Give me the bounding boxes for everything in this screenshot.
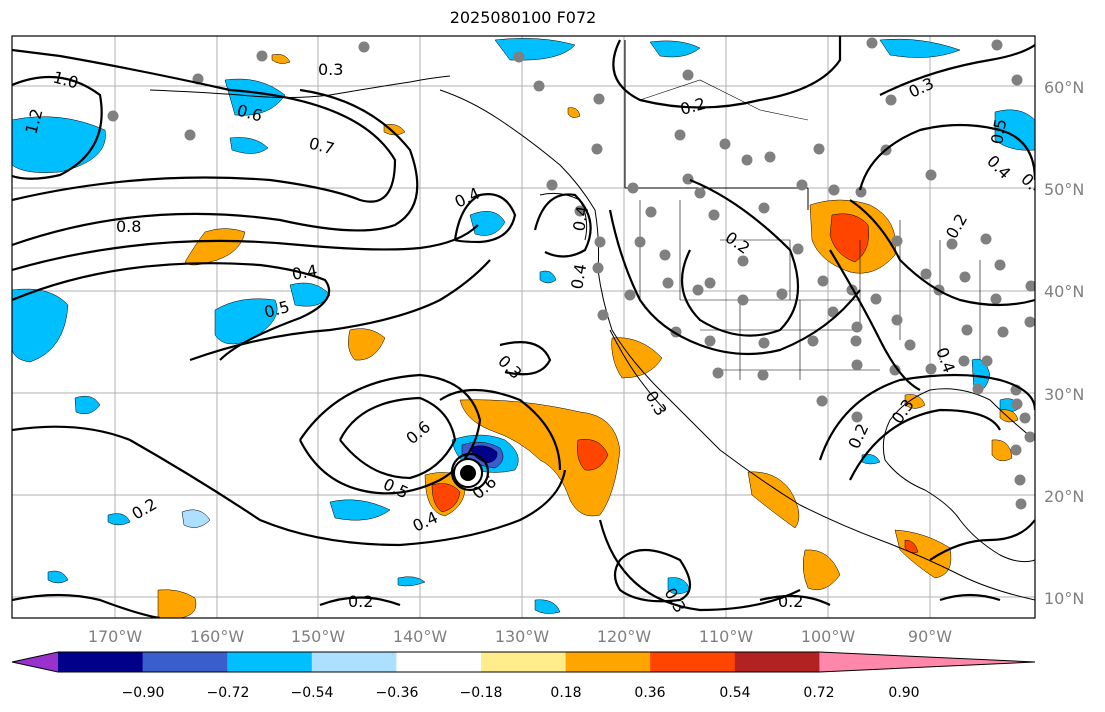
map-area bbox=[12, 36, 1035, 618]
lon-label: 160°W bbox=[190, 627, 245, 646]
lat-label: 10°N bbox=[1044, 589, 1084, 608]
colorbar-tick: −0.18 bbox=[460, 685, 503, 701]
colorbar-tick: 0.90 bbox=[888, 685, 919, 701]
colorbar-segment bbox=[565, 652, 651, 672]
colorbar-extend-low bbox=[12, 652, 58, 672]
coastlines bbox=[149, 40, 1035, 601]
lon-label: 120°W bbox=[597, 627, 652, 646]
map-frame bbox=[11, 35, 1036, 619]
lat-label: 60°N bbox=[1044, 78, 1084, 97]
colorbar-extend-high bbox=[819, 652, 1035, 672]
lon-label: 90°W bbox=[908, 627, 952, 646]
lon-label: 110°W bbox=[699, 627, 754, 646]
cyclone-center bbox=[453, 458, 483, 488]
station-markers bbox=[107, 37, 1035, 510]
lat-label: 50°N bbox=[1044, 180, 1084, 199]
lon-label: 140°W bbox=[393, 627, 448, 646]
latitude-labels: 60°N 50°N 40°N 30°N 20°N 10°N bbox=[1044, 78, 1084, 608]
contour-label: 0.2 bbox=[778, 592, 803, 611]
colorbar-tick: −0.36 bbox=[376, 685, 419, 701]
lon-label: 150°W bbox=[291, 627, 346, 646]
colorbar-segment bbox=[142, 652, 228, 672]
colorbar-tick-labels: −0.90 −0.72 −0.54 −0.36 −0.18 0.18 0.36 … bbox=[122, 685, 920, 701]
colorbar-tick: −0.54 bbox=[291, 685, 334, 701]
contour-label: 0.2 bbox=[348, 592, 373, 611]
colorbar-segment bbox=[311, 652, 397, 672]
colorbar-segment bbox=[396, 652, 482, 672]
contour-label: 0.8 bbox=[116, 217, 141, 236]
plot-title: 2025080100 F072 bbox=[449, 8, 597, 27]
colorbar-tick: −0.90 bbox=[122, 685, 165, 701]
contour-label: 0.4 bbox=[290, 261, 318, 284]
lat-label: 30°N bbox=[1044, 385, 1084, 404]
contour-label: 0.4 bbox=[569, 204, 592, 232]
colorbar-tick: 0.54 bbox=[719, 685, 750, 701]
colorbar-tick: 0.36 bbox=[634, 685, 665, 701]
contour-label: 0.3 bbox=[318, 60, 343, 79]
colorbar-outline bbox=[11, 651, 1036, 673]
lat-label: 40°N bbox=[1044, 282, 1084, 301]
colorbar bbox=[11, 651, 1036, 673]
colorbar-segment bbox=[650, 652, 736, 672]
colorbar-tick: 0.72 bbox=[803, 685, 834, 701]
colorbar-tick: −0.72 bbox=[207, 685, 250, 701]
contour-lines bbox=[12, 36, 1035, 618]
contour-label: 0.4 bbox=[567, 262, 590, 290]
lon-label: 130°W bbox=[495, 627, 550, 646]
longitude-labels: 170°W 160°W 150°W 140°W 130°W 120°W 110°… bbox=[88, 627, 952, 646]
colorbar-segment bbox=[58, 652, 144, 672]
colorbar-segment bbox=[481, 652, 567, 672]
contour-label: 0.5 bbox=[987, 117, 1010, 145]
lon-label: 100°W bbox=[801, 627, 856, 646]
colorbar-tick: 0.18 bbox=[550, 685, 581, 701]
lon-label: 170°W bbox=[88, 627, 143, 646]
colorbar-segment bbox=[734, 652, 820, 672]
colorbar-segment bbox=[227, 652, 313, 672]
lat-label: 20°N bbox=[1044, 487, 1084, 506]
